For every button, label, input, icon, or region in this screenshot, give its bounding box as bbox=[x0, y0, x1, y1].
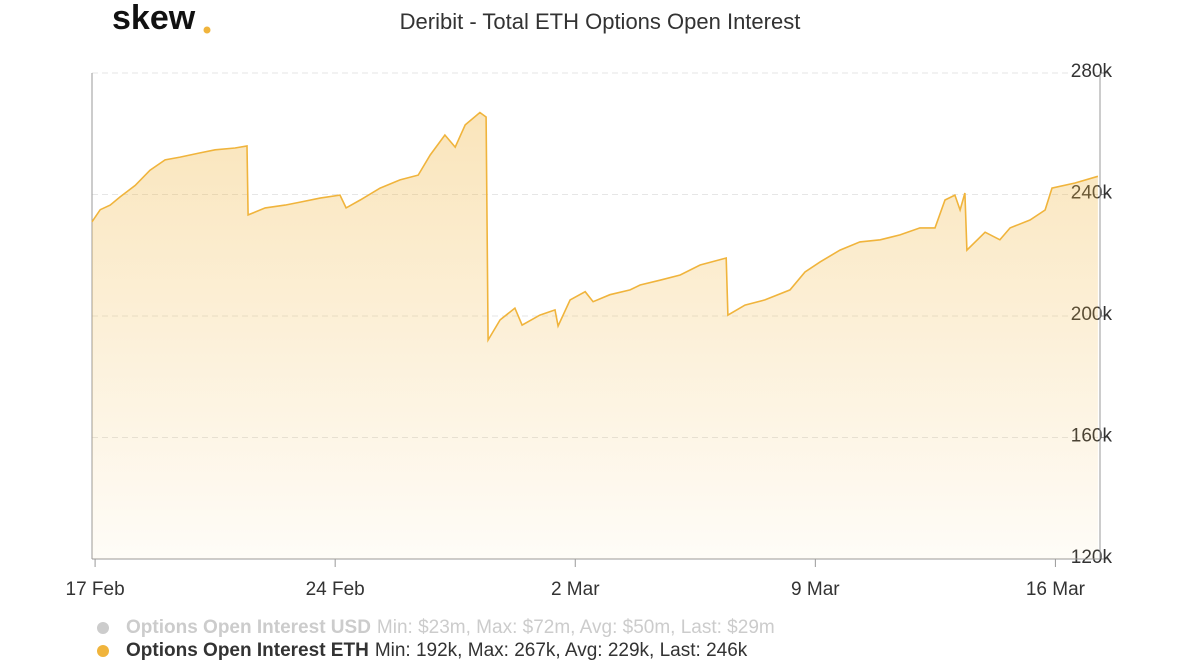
logo-dot bbox=[203, 26, 211, 34]
line bbox=[91, 111, 1099, 343]
legend-stats: Min: 192k, Max: 267k, Avg: 229k, Last: 2… bbox=[375, 640, 748, 661]
legend-stats: Min: $23m, Max: $72m, Avg: $50m, Last: $… bbox=[377, 617, 775, 638]
legend-item[interactable]: Options Open Interest ETH Min: 192k, Max:… bbox=[126, 640, 748, 661]
legend-item[interactable]: Options Open Interest USD Min: $23m, Max:… bbox=[126, 617, 775, 638]
area bbox=[92, 112, 1098, 559]
chart-title: Deribit - Total ETH Options Open Interes… bbox=[400, 9, 801, 34]
legend-name: Options Open Interest USD bbox=[126, 617, 371, 638]
x-tick-label: 16 Mar bbox=[1026, 579, 1086, 600]
x-tick-label: 2 Mar bbox=[551, 579, 600, 600]
logo: skew bbox=[112, 0, 196, 37]
legend-marker bbox=[97, 645, 109, 657]
y-tick-label: 280k bbox=[1071, 61, 1113, 82]
x-tick-label: 24 Feb bbox=[306, 579, 365, 600]
legend-name: Options Open Interest ETH bbox=[126, 640, 369, 661]
x-tick-label: 9 Mar bbox=[791, 579, 840, 600]
legend-marker bbox=[97, 622, 109, 634]
x-tick-label: 17 Feb bbox=[66, 579, 125, 600]
